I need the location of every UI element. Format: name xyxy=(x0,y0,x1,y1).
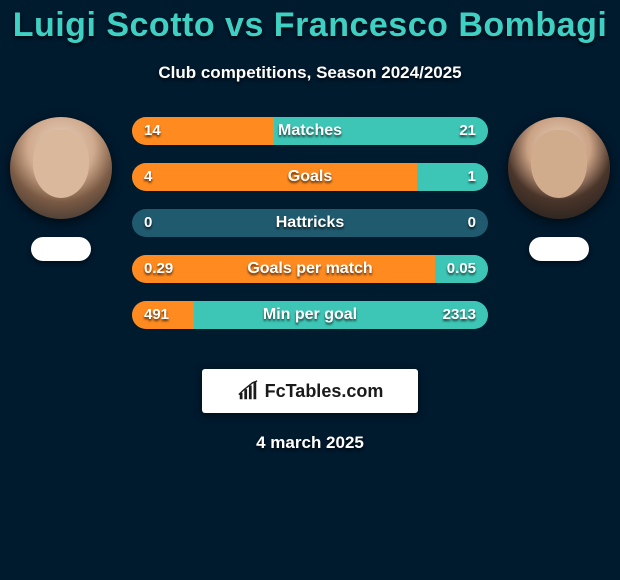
brand-text: FcTables.com xyxy=(265,381,384,402)
brand-badge: FcTables.com xyxy=(202,369,418,413)
player-left-avatar xyxy=(10,117,112,219)
stat-value-right: 0.05 xyxy=(447,255,476,283)
comparison-area: 14Matches21 4Goals1 0Hattricks0 0.29Goals p… xyxy=(0,117,620,347)
player-right-flag xyxy=(529,237,589,261)
player-right-column xyxy=(504,117,614,261)
player-left-column xyxy=(6,117,116,261)
player-right-avatar xyxy=(508,117,610,219)
stat-value-right: 21 xyxy=(459,117,476,145)
stat-label: Hattricks xyxy=(132,209,488,237)
stat-label: Min per goal xyxy=(132,301,488,329)
stat-value-right: 1 xyxy=(468,163,476,191)
comparison-infographic: Luigi Scotto vs Francesco Bombagi Club c… xyxy=(0,0,620,580)
stat-row: 491Min per goal2313 xyxy=(132,301,488,329)
player-left-flag xyxy=(31,237,91,261)
bars-chart-icon xyxy=(237,380,259,402)
stat-label: Goals xyxy=(132,163,488,191)
stat-bars: 14Matches21 4Goals1 0Hattricks0 0.29Goals p… xyxy=(132,117,488,329)
stat-row: 4Goals1 xyxy=(132,163,488,191)
stat-row: 0Hattricks0 xyxy=(132,209,488,237)
avatar-face-shape xyxy=(33,130,89,198)
page-subtitle: Club competitions, Season 2024/2025 xyxy=(0,63,620,83)
stat-label: Goals per match xyxy=(132,255,488,283)
stat-row: 0.29Goals per match0.05 xyxy=(132,255,488,283)
stat-label: Matches xyxy=(132,117,488,145)
generation-date: 4 march 2025 xyxy=(0,433,620,453)
stat-value-right: 0 xyxy=(468,209,476,237)
stat-value-right: 2313 xyxy=(443,301,476,329)
avatar-face-shape xyxy=(531,130,587,198)
stat-row: 14Matches21 xyxy=(132,117,488,145)
page-title: Luigi Scotto vs Francesco Bombagi xyxy=(0,6,620,45)
